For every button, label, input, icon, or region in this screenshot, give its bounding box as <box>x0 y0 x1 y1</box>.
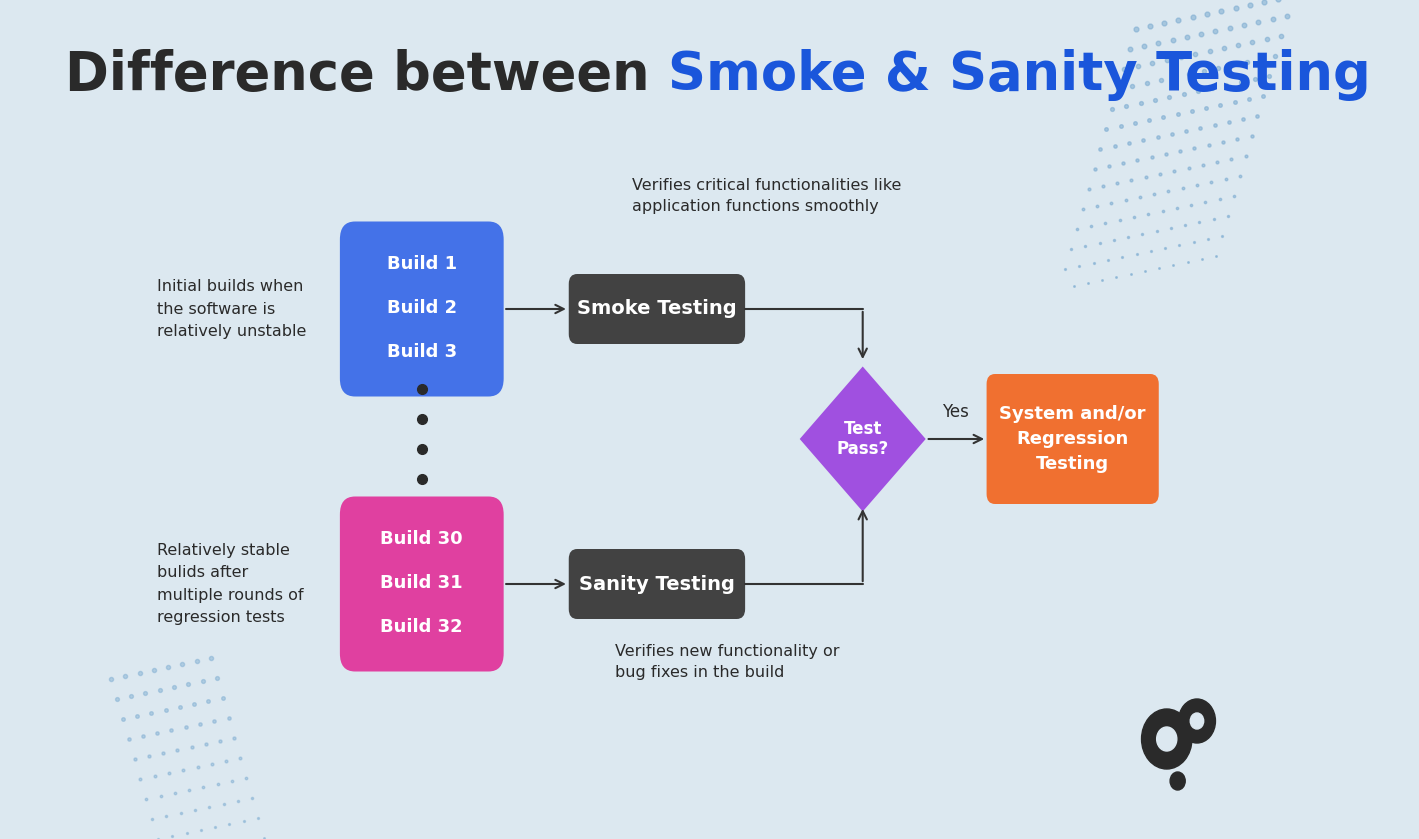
FancyBboxPatch shape <box>341 497 504 671</box>
Text: Relatively stable
bulids after
multiple rounds of
regression tests: Relatively stable bulids after multiple … <box>158 543 304 625</box>
Polygon shape <box>800 367 925 512</box>
Circle shape <box>1171 772 1185 790</box>
Text: Verifies critical functionalities like
application functions smoothly: Verifies critical functionalities like a… <box>631 178 901 214</box>
Circle shape <box>1156 727 1176 751</box>
Text: Difference between Smoke & Sanity Testing: Difference between Smoke & Sanity Testin… <box>45 49 1352 101</box>
FancyBboxPatch shape <box>986 374 1159 504</box>
FancyBboxPatch shape <box>569 549 745 619</box>
Circle shape <box>1191 713 1203 729</box>
FancyBboxPatch shape <box>341 221 504 397</box>
Circle shape <box>1141 709 1192 769</box>
Circle shape <box>1179 699 1216 743</box>
Text: Build 2: Build 2 <box>387 299 457 317</box>
Text: Build 31: Build 31 <box>380 574 463 592</box>
Text: Initial builds when
the software is
relatively unstable: Initial builds when the software is rela… <box>158 279 307 339</box>
FancyBboxPatch shape <box>569 274 745 344</box>
Text: Yes: Yes <box>942 403 969 421</box>
Text: Difference between: Difference between <box>65 49 668 101</box>
Text: Build 30: Build 30 <box>380 530 463 548</box>
Text: Smoke & Sanity Testing: Smoke & Sanity Testing <box>668 49 1371 101</box>
Text: Sanity Testing: Sanity Testing <box>579 575 735 593</box>
Text: System and/or
Regression
Testing: System and/or Regression Testing <box>999 405 1147 473</box>
Text: Build 3: Build 3 <box>387 343 457 361</box>
Text: Test
Pass?: Test Pass? <box>837 420 888 458</box>
Text: Smoke Testing: Smoke Testing <box>578 300 736 319</box>
Text: Build 32: Build 32 <box>380 618 463 636</box>
Text: Verifies new functionality or
bug fixes in the build: Verifies new functionality or bug fixes … <box>614 644 840 680</box>
Text: Build 1: Build 1 <box>387 255 457 273</box>
